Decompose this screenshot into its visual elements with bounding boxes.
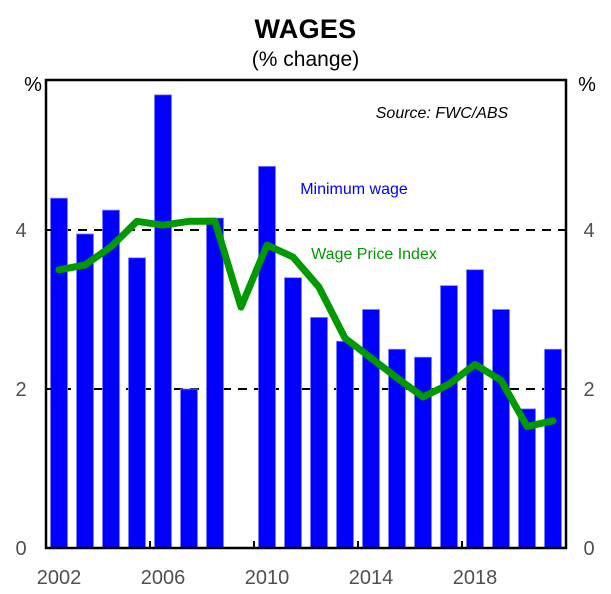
x-tick-label: 2006 bbox=[141, 567, 186, 589]
bar-2021 bbox=[544, 348, 562, 549]
x-tick-label: 2002 bbox=[37, 567, 82, 589]
y-tick-label-left: 0 bbox=[15, 538, 26, 560]
right-unit-label: % bbox=[578, 74, 596, 96]
bar-2002 bbox=[50, 197, 68, 549]
bar-2017 bbox=[440, 285, 458, 549]
bar-2008 bbox=[206, 217, 224, 549]
y-tick-label-left: 4 bbox=[15, 220, 26, 242]
gridlines bbox=[46, 229, 566, 390]
bar-2003 bbox=[76, 233, 94, 549]
x-axis-ticks: 2002 2006 2010 2014 2018 bbox=[37, 541, 498, 589]
bar-2019 bbox=[492, 309, 510, 549]
y-tick-label-right: 0 bbox=[583, 538, 594, 560]
bar-2011 bbox=[284, 277, 302, 549]
y-tick-label-left: 2 bbox=[15, 379, 26, 401]
x-tick-label: 2018 bbox=[453, 567, 498, 589]
bar-2007 bbox=[180, 388, 198, 549]
source-note: Source: FWC/ABS bbox=[376, 105, 509, 122]
x-tick-label: 2014 bbox=[349, 567, 394, 589]
plot-frame bbox=[44, 78, 568, 550]
bar-2013 bbox=[336, 340, 354, 549]
bar-2014 bbox=[362, 309, 380, 549]
bar-2004 bbox=[102, 209, 120, 549]
bar-2018 bbox=[466, 269, 484, 549]
chart-subtitle: (% change) bbox=[251, 48, 360, 71]
bar-2012 bbox=[310, 317, 328, 549]
left-unit-label: % bbox=[24, 74, 42, 96]
bar-2010 bbox=[258, 165, 276, 549]
wage-price-index-line bbox=[55, 217, 557, 430]
plot-border bbox=[44, 78, 568, 550]
x-tick-label: 2010 bbox=[245, 567, 290, 589]
y-axis-ticks: 0 0 2 2 4 4 bbox=[15, 220, 594, 560]
minimum-wage-bars bbox=[50, 94, 562, 549]
bar-2006 bbox=[154, 94, 172, 549]
minimum-wage-label: Minimum wage bbox=[300, 181, 408, 198]
bar-2016 bbox=[414, 356, 432, 549]
y-tick-label-right: 2 bbox=[583, 379, 594, 401]
chart-title: WAGES bbox=[254, 14, 357, 44]
wpi-polyline bbox=[55, 217, 557, 430]
y-tick-label-right: 4 bbox=[583, 220, 594, 242]
wage-price-index-label: Wage Price Index bbox=[311, 246, 437, 263]
bar-2005 bbox=[128, 257, 146, 549]
